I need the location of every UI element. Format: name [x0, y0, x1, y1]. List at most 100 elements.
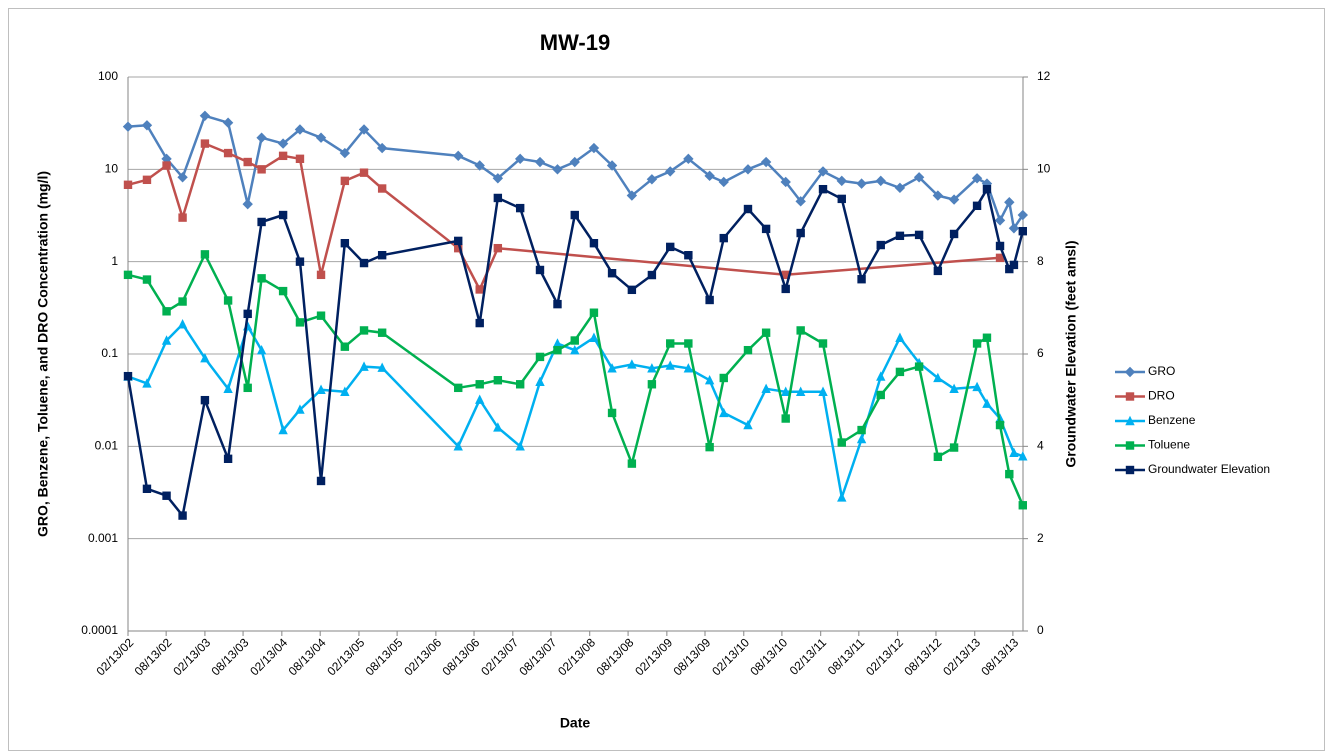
marker — [492, 173, 504, 184]
marker — [837, 438, 846, 447]
marker — [223, 383, 233, 393]
marker — [761, 383, 771, 393]
marker — [278, 286, 288, 296]
marker — [256, 132, 267, 143]
marker — [781, 386, 791, 396]
marker — [795, 196, 806, 207]
marker — [535, 376, 545, 386]
marker — [876, 371, 886, 381]
marker — [1004, 197, 1015, 208]
marker — [1018, 226, 1027, 236]
chart-title: MW-19 — [540, 30, 610, 55]
marker — [982, 398, 992, 408]
marker — [316, 311, 326, 320]
marker — [553, 299, 562, 309]
marker — [949, 383, 959, 393]
marker — [359, 326, 369, 335]
marker — [358, 124, 370, 135]
y2-axis-title: Groundwater Elevation (feet amsl) — [1063, 240, 1079, 467]
marker — [683, 363, 694, 373]
marker — [948, 194, 960, 205]
marker — [1005, 264, 1014, 274]
marker — [570, 344, 580, 355]
marker — [475, 380, 484, 389]
marker — [553, 345, 562, 355]
marker — [123, 371, 133, 381]
marker — [972, 381, 982, 392]
marker — [142, 275, 152, 284]
marker — [243, 157, 252, 167]
marker — [243, 309, 252, 319]
y-tick-label: 100 — [98, 69, 118, 83]
legend-label: Toluene — [1148, 438, 1190, 452]
marker — [200, 395, 210, 405]
marker — [123, 180, 133, 189]
marker — [377, 184, 387, 193]
marker — [223, 454, 233, 463]
marker — [761, 224, 771, 234]
marker — [627, 285, 637, 295]
marker — [857, 425, 866, 435]
marker — [1005, 469, 1014, 479]
marker — [1125, 441, 1135, 450]
marker — [295, 257, 305, 266]
marker — [995, 241, 1005, 251]
marker — [515, 441, 525, 451]
marker — [340, 342, 350, 351]
marker — [359, 168, 369, 177]
marker — [895, 231, 905, 241]
marker — [949, 443, 959, 452]
marker — [222, 117, 234, 128]
marker — [200, 353, 210, 363]
marker — [913, 172, 925, 183]
marker — [316, 476, 326, 486]
marker — [340, 239, 350, 248]
marker — [627, 359, 637, 369]
legend-label: GRO — [1148, 364, 1175, 378]
marker — [704, 170, 715, 182]
marker — [933, 452, 943, 462]
marker — [982, 333, 992, 342]
marker — [377, 328, 387, 337]
marker — [514, 153, 526, 165]
marker — [666, 339, 675, 348]
marker — [743, 345, 753, 355]
marker — [257, 165, 266, 174]
marker — [817, 166, 829, 177]
marker — [200, 250, 210, 259]
marker — [995, 253, 1005, 263]
series-line — [127, 322, 1024, 499]
marker — [122, 121, 134, 132]
y-tick-label: 0.0001 — [81, 623, 118, 637]
marker — [294, 124, 306, 135]
marker — [933, 266, 943, 276]
marker — [295, 404, 305, 414]
marker — [453, 150, 464, 162]
marker — [704, 375, 715, 385]
marker — [570, 210, 579, 220]
marker — [1018, 501, 1027, 510]
series-line — [127, 253, 1024, 506]
marker — [200, 139, 210, 148]
y-tick-label: 1 — [111, 254, 118, 268]
marker — [743, 204, 753, 214]
marker — [718, 176, 729, 188]
marker — [933, 372, 943, 383]
marker — [453, 441, 463, 451]
series — [123, 139, 1005, 294]
marker — [818, 386, 828, 396]
marker — [552, 338, 563, 348]
marker — [454, 236, 463, 246]
marker — [316, 270, 326, 280]
marker — [795, 386, 806, 396]
marker — [257, 217, 266, 227]
marker — [837, 194, 846, 204]
marker — [895, 367, 905, 377]
marker — [142, 175, 152, 185]
marker — [161, 335, 172, 345]
marker — [377, 362, 387, 372]
marker — [454, 243, 463, 253]
marker — [493, 376, 503, 385]
marker — [627, 459, 637, 468]
marker — [316, 384, 326, 394]
